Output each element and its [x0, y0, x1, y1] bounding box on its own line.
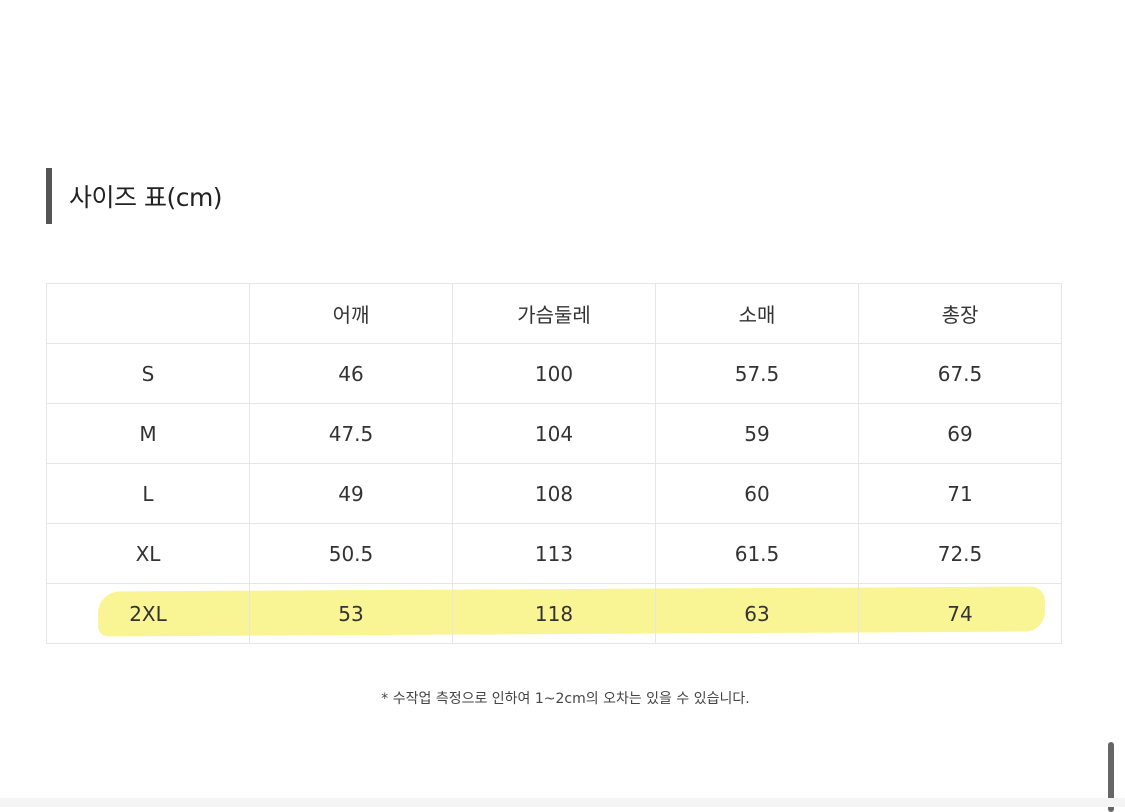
table-cell: 가슴둘레 [452, 283, 656, 344]
table-cell: 46 [249, 343, 453, 404]
title-accent-bar [46, 168, 52, 224]
scrollbar[interactable] [1108, 742, 1114, 812]
table-cell: 59 [655, 403, 859, 464]
table-row: M 47.5 104 59 69 [46, 403, 1062, 464]
table-cell: 113 [452, 523, 656, 584]
table-cell: 어깨 [249, 283, 453, 344]
table-cell: 50.5 [249, 523, 453, 584]
table-cell: 49 [249, 463, 453, 524]
table-cell: XL [46, 523, 250, 584]
measurement-note: * 수작업 측정으로 인하여 1~2cm의 오차는 있을 수 있습니다. [381, 691, 750, 707]
table-cell: 63 [655, 583, 859, 644]
bottom-edge [0, 798, 1125, 807]
table-cell: L [46, 463, 250, 524]
table-cell: 74 [858, 583, 1062, 644]
table-cell: 53 [249, 583, 453, 644]
table-cell: 108 [452, 463, 656, 524]
table-cell: 60 [655, 463, 859, 524]
table-cell: S [46, 343, 250, 404]
table-row: S 46 100 57.5 67.5 [46, 343, 1062, 404]
table-cell: M [46, 403, 250, 464]
table-cell: 67.5 [858, 343, 1062, 404]
page-title: 사이즈 표(cm) [69, 183, 223, 212]
table-cell: 소매 [655, 283, 859, 344]
table-row: L 49 108 60 71 [46, 463, 1062, 524]
table-cell: 104 [452, 403, 656, 464]
table-cell: 72.5 [858, 523, 1062, 584]
table-cell: 2XL [46, 583, 250, 644]
table-cell: 100 [452, 343, 656, 404]
size-table: 어깨 가슴둘레 소매 총장 S 46 100 57.5 67.5 M 47.5 104 59 69 L 49 1… [46, 283, 1062, 644]
table-cell [46, 283, 250, 344]
table-row: XL 50.5 113 61.5 72.5 [46, 523, 1062, 584]
table-cell: 47.5 [249, 403, 453, 464]
table-cell: 69 [858, 403, 1062, 464]
table-row: 2XL 53 118 63 74 [46, 583, 1062, 644]
table-header-row: 어깨 가슴둘레 소매 총장 [46, 283, 1062, 344]
table-cell: 71 [858, 463, 1062, 524]
table-cell: 총장 [858, 283, 1062, 344]
table-cell: 61.5 [655, 523, 859, 584]
table-cell: 57.5 [655, 343, 859, 404]
table-cell: 118 [452, 583, 656, 644]
